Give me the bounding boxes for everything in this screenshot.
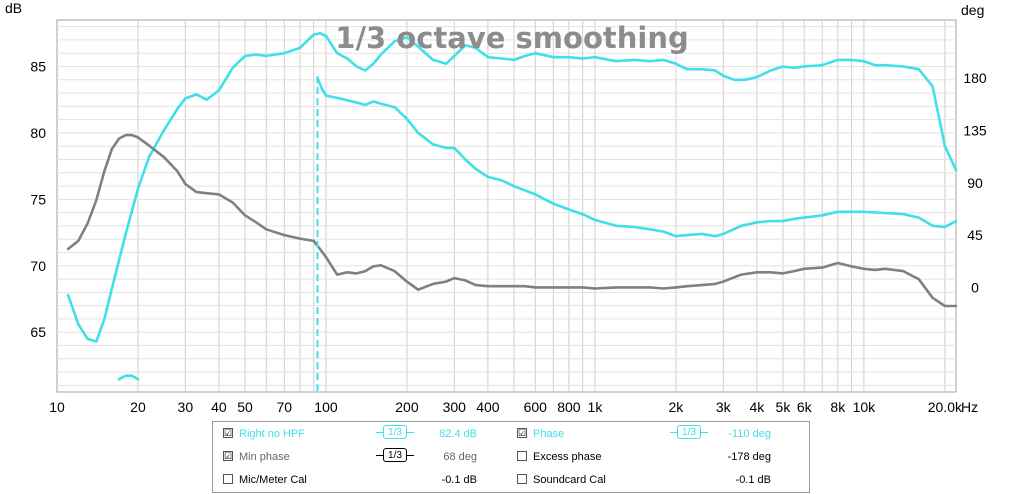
right-no-hpf-smoothing[interactable]: 1/3 bbox=[376, 425, 414, 441]
x-axis-unit: Hz bbox=[961, 399, 978, 415]
right-no-hpf-right-curve bbox=[117, 374, 140, 381]
right-no-hpf-checkbox[interactable]: ☑ bbox=[223, 428, 233, 438]
x-tick-label: 20 bbox=[130, 399, 146, 415]
y-left-tick-label: 80 bbox=[30, 125, 46, 141]
y-left-tick-label: 70 bbox=[30, 258, 46, 274]
legend-row: ☑ Right no HPF 1/3 82.4 dB ☑ Phase 1/3 -… bbox=[213, 425, 809, 443]
x-tick-label: 8k bbox=[830, 399, 846, 415]
x-tick-label: 400 bbox=[476, 399, 500, 415]
legend-row: ☑ Min phase 1/3 68 deg Excess phase -178… bbox=[213, 448, 809, 466]
x-tick-label: 20.0k bbox=[928, 399, 963, 415]
soundcard-cal-label: Soundcard Cal bbox=[533, 474, 606, 486]
x-tick-label: 800 bbox=[557, 399, 581, 415]
phase-right-curve bbox=[316, 76, 958, 238]
smoothing-value: 1/3 bbox=[383, 448, 407, 462]
soundcard-cal-value: -0.1 dB bbox=[735, 474, 771, 486]
legend-panel: ☑ Right no HPF 1/3 82.4 dB ☑ Phase 1/3 -… bbox=[212, 421, 810, 493]
y-axis-right-unit: deg bbox=[961, 2, 984, 18]
x-tick-label: 70 bbox=[277, 399, 293, 415]
grid-lines bbox=[57, 20, 956, 392]
y-right-tick-label: 180 bbox=[963, 70, 987, 86]
frequency-response-chart: 10 20 30 40 50 70 100 200 300 400 600 800 1k 2k 3k 4k 5k… bbox=[5, 0, 987, 415]
soundcard-cal-checkbox[interactable] bbox=[517, 474, 527, 484]
y-axis-right-ticks: 0 45 90 135 180 bbox=[963, 70, 987, 295]
y-right-tick-label: 45 bbox=[967, 227, 983, 243]
x-tick-label: 600 bbox=[524, 399, 548, 415]
right-no-hpf-left-curve bbox=[66, 31, 958, 343]
mic-meter-cal-value: -0.1 dB bbox=[441, 474, 477, 486]
x-tick-label: 2k bbox=[669, 399, 685, 415]
x-tick-label: 3k bbox=[716, 399, 732, 415]
x-tick-label: 40 bbox=[211, 399, 227, 415]
x-tick-label: 10 bbox=[49, 399, 65, 415]
legend-row: Mic/Meter Cal -0.1 dB Soundcard Cal -0.1… bbox=[213, 471, 809, 489]
x-tick-label: 30 bbox=[178, 399, 194, 415]
phase-value: -110 deg bbox=[728, 428, 771, 440]
plot-area[interactable] bbox=[56, 19, 957, 393]
x-tick-label: 100 bbox=[314, 399, 338, 415]
min-phase-checkbox[interactable]: ☑ bbox=[223, 451, 233, 461]
y-right-tick-label: 0 bbox=[971, 279, 979, 295]
y-axis-left-ticks: 65 70 75 80 85 bbox=[30, 59, 46, 341]
y-left-tick-label: 75 bbox=[30, 191, 46, 207]
min-phase-right-curve bbox=[66, 133, 958, 308]
x-tick-label: 1k bbox=[588, 399, 604, 415]
right-no-hpf-value: 82.4 dB bbox=[439, 428, 477, 440]
chart-title: 1/3 octave smoothing bbox=[335, 21, 688, 55]
y-axis-left-unit: dB bbox=[5, 0, 22, 16]
excess-phase-value: -178 deg bbox=[727, 451, 771, 463]
y-left-tick-label: 85 bbox=[30, 59, 46, 75]
y-right-tick-label: 90 bbox=[967, 175, 983, 191]
smoothing-value: 1/3 bbox=[677, 425, 701, 439]
mic-meter-cal-checkbox[interactable] bbox=[223, 474, 233, 484]
phase-label: Phase bbox=[533, 428, 565, 440]
min-phase-label: Min phase bbox=[239, 451, 290, 463]
x-tick-label: 50 bbox=[237, 399, 253, 415]
excess-phase-label: Excess phase bbox=[533, 451, 602, 463]
excess-phase-checkbox[interactable] bbox=[517, 451, 527, 461]
y-right-tick-label: 135 bbox=[963, 122, 987, 138]
x-tick-label: 10k bbox=[853, 399, 877, 415]
phase-checkbox[interactable]: ☑ bbox=[517, 428, 527, 438]
smoothing-value: 1/3 bbox=[383, 425, 407, 439]
min-phase-value: 68 deg bbox=[443, 451, 477, 463]
y-left-tick-label: 65 bbox=[30, 324, 46, 340]
series-layer bbox=[66, 31, 958, 381]
x-axis-ticks: 10 20 30 40 50 70 100 200 300 400 600 800 1k 2k 3k 4k 5k… bbox=[49, 399, 963, 415]
x-tick-label: 4k bbox=[749, 399, 765, 415]
x-tick-label: 300 bbox=[443, 399, 467, 415]
x-tick-label: 6k bbox=[797, 399, 813, 415]
phase-smoothing[interactable]: 1/3 bbox=[670, 425, 708, 441]
x-tick-label: 5k bbox=[776, 399, 792, 415]
min-phase-smoothing[interactable]: 1/3 bbox=[376, 448, 414, 464]
x-tick-label: 200 bbox=[395, 399, 419, 415]
mic-meter-cal-label: Mic/Meter Cal bbox=[239, 474, 307, 486]
right-no-hpf-label: Right no HPF bbox=[239, 428, 306, 440]
